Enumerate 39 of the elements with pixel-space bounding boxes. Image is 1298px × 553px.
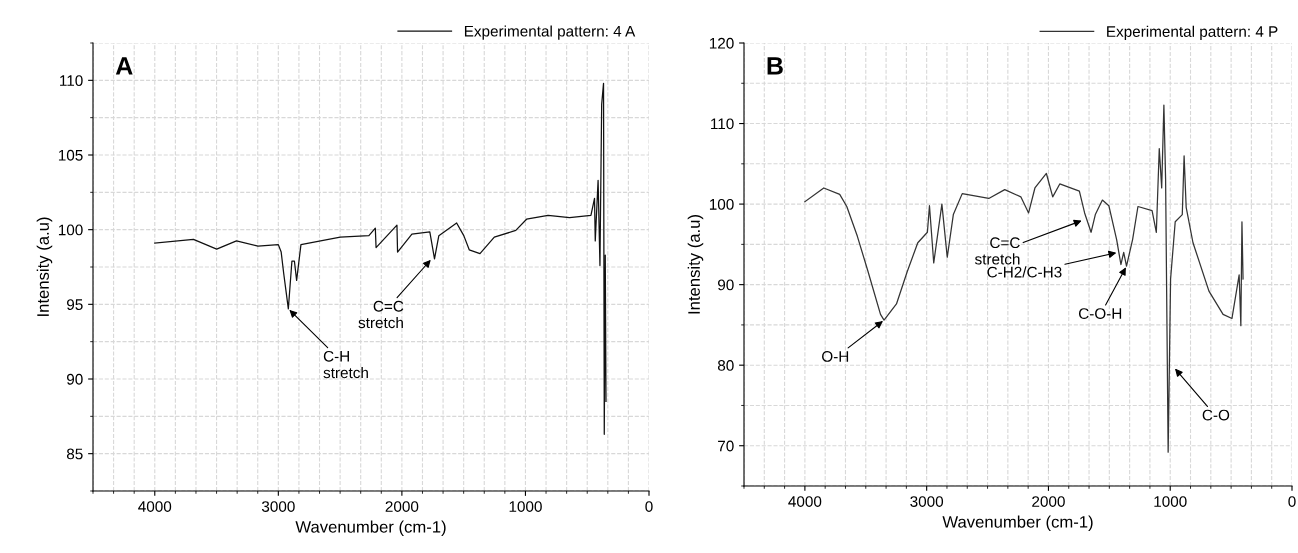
annotation: C=C stretch — [358, 300, 404, 329]
y-tick-label: 120 — [709, 37, 734, 49]
legend-label: Experimental pattern: 4 P — [1107, 25, 1278, 40]
annotation: C-O-H — [1078, 308, 1122, 319]
annotation: C=C stretch — [974, 237, 1020, 265]
x-tick-label: 2000 — [1032, 496, 1065, 507]
annotation: C-O — [1202, 409, 1230, 421]
x-tick-label: 2000 — [385, 501, 419, 512]
chart-title: A — [115, 57, 133, 75]
y-tick-label: 70 — [718, 440, 734, 452]
x-tick-label: 1000 — [1154, 496, 1187, 507]
y-tick-label: 110 — [711, 118, 734, 130]
y-tick-label: 80 — [717, 360, 734, 371]
y-tick-label: 85 — [66, 448, 83, 460]
y-tick-label: 90 — [718, 279, 734, 291]
y-axis-title: Intensity (a.u) — [687, 215, 704, 314]
x-tick-label: 0 — [645, 501, 653, 512]
annotation: C-H2/C-H3 — [987, 266, 1062, 278]
x-tick-label: 1000 — [509, 501, 542, 512]
x-tick-label: 4000 — [788, 496, 822, 507]
y-tick-label: 100 — [58, 224, 83, 236]
y-tick-label: 110 — [60, 75, 83, 87]
x-tick-label: 0 — [1288, 496, 1296, 507]
y-tick-label: 105 — [58, 149, 83, 161]
x-tick-label: 3000 — [910, 496, 944, 507]
x-tick-label: 4000 — [138, 501, 172, 512]
x-axis-title: Wavenumber (cm-1) — [942, 515, 1093, 532]
chart-title: B — [767, 57, 783, 75]
annotation: C-H stretch — [323, 350, 368, 379]
annotation: O-H — [822, 351, 849, 362]
y-tick-label: 100 — [709, 198, 734, 210]
x-axis-title: Wavenumber (cm-1) — [295, 520, 446, 537]
y-tick-label: 95 — [67, 299, 83, 311]
y-axis-title: Intensity (a.u) — [36, 217, 53, 316]
line-series — [804, 104, 1244, 453]
legend-label: Experimental pattern: 4 A — [464, 25, 636, 40]
line-series — [154, 82, 607, 435]
y-tick-label: 90 — [67, 373, 83, 385]
x-tick-label: 3000 — [261, 501, 295, 512]
